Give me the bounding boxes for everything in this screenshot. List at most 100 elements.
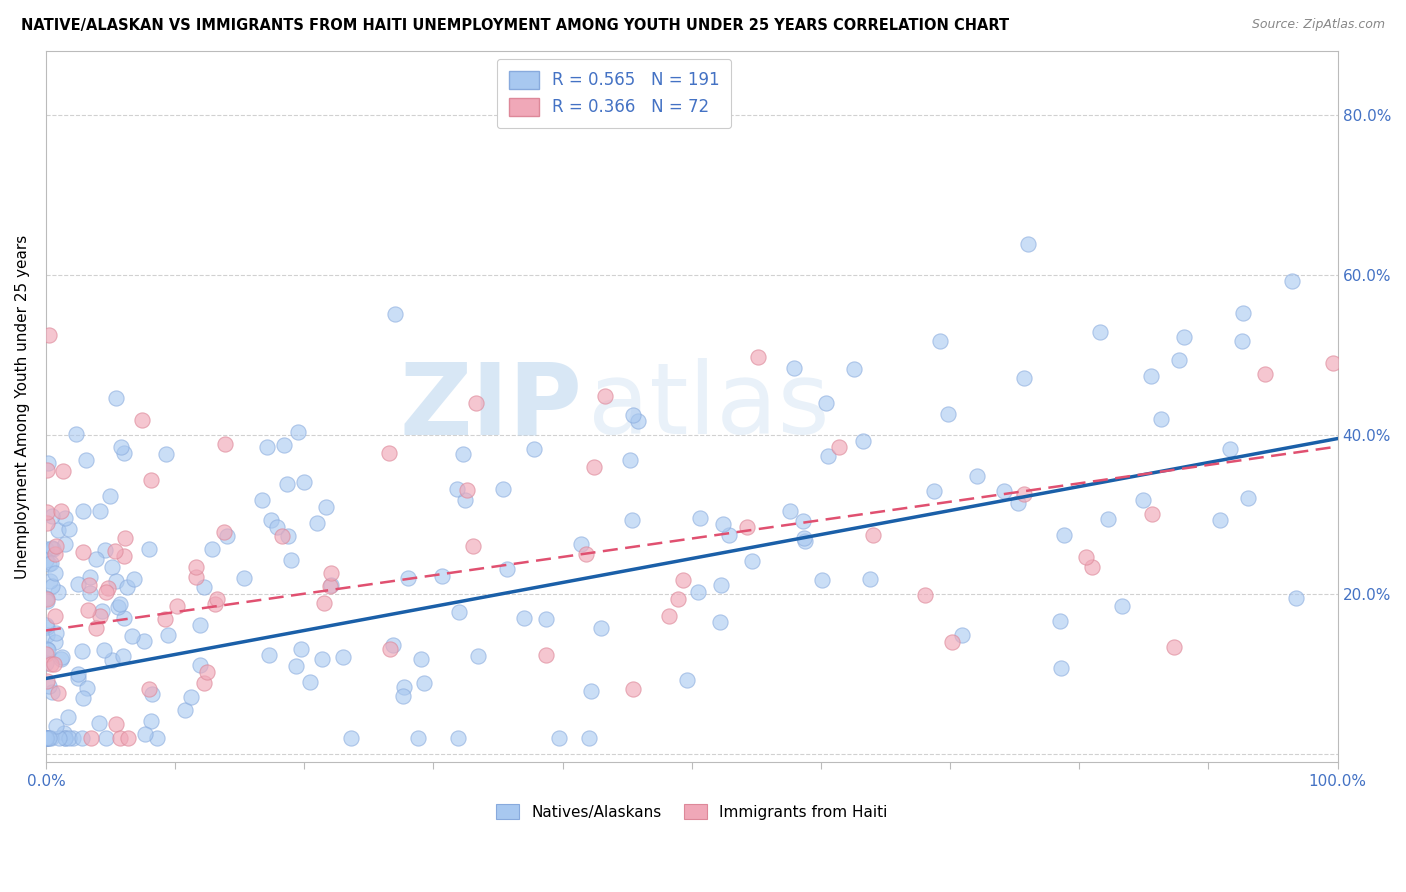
Point	[46, 686, 69, 700]
Point	[141, 473, 163, 487]
Point	[72, 731, 94, 746]
Point	[94, 731, 117, 746]
Point	[810, 573, 832, 587]
Point	[737, 520, 759, 534]
Point	[111, 649, 134, 664]
Point	[936, 407, 959, 421]
Point	[922, 484, 945, 499]
Point	[779, 504, 801, 518]
Point	[37, 457, 59, 471]
Point	[686, 584, 709, 599]
Point	[413, 676, 436, 690]
Point	[456, 483, 478, 497]
Point	[298, 674, 321, 689]
Point	[35, 641, 58, 656]
Point	[852, 434, 875, 448]
Point	[41, 579, 63, 593]
Point	[205, 592, 228, 607]
Point	[384, 307, 406, 321]
Point	[783, 361, 806, 376]
Point	[666, 591, 689, 606]
Point	[56, 710, 79, 724]
Point	[862, 528, 884, 542]
Point	[38, 731, 60, 746]
Point	[87, 716, 110, 731]
Point	[41, 509, 63, 524]
Point	[174, 703, 197, 717]
Point	[37, 731, 59, 746]
Point	[89, 609, 111, 624]
Point	[340, 731, 363, 746]
Point	[1150, 412, 1173, 426]
Point	[70, 644, 93, 658]
Point	[138, 682, 160, 697]
Point	[941, 635, 963, 649]
Point	[45, 539, 67, 553]
Point	[195, 665, 218, 679]
Point	[676, 673, 699, 688]
Point	[117, 580, 139, 594]
Point	[117, 731, 139, 746]
Text: ZIP: ZIP	[399, 358, 582, 455]
Point	[155, 612, 177, 626]
Point	[446, 482, 468, 496]
Point	[35, 463, 58, 477]
Point	[621, 513, 644, 527]
Point	[658, 608, 681, 623]
Point	[114, 531, 136, 545]
Point	[1140, 369, 1163, 384]
Point	[579, 683, 602, 698]
Point	[406, 731, 429, 746]
Point	[35, 594, 58, 608]
Point	[465, 396, 488, 410]
Point	[392, 690, 415, 704]
Point	[204, 598, 226, 612]
Point	[66, 667, 89, 681]
Point	[276, 476, 298, 491]
Point	[277, 529, 299, 543]
Point	[41, 541, 63, 556]
Point	[108, 597, 131, 611]
Point	[89, 504, 111, 518]
Point	[42, 657, 65, 671]
Point	[1209, 513, 1232, 527]
Point	[35, 591, 58, 605]
Point	[44, 547, 66, 561]
Point	[1050, 661, 1073, 675]
Point	[321, 566, 343, 580]
Point	[547, 731, 569, 746]
Point	[35, 731, 58, 746]
Point	[496, 562, 519, 576]
Point	[53, 726, 76, 740]
Point	[84, 552, 107, 566]
Point	[381, 638, 404, 652]
Point	[747, 351, 769, 365]
Point	[188, 618, 211, 632]
Point	[35, 731, 58, 746]
Point	[273, 438, 295, 452]
Point	[193, 580, 215, 594]
Point	[35, 620, 58, 634]
Point	[534, 612, 557, 626]
Point	[38, 557, 60, 571]
Point	[35, 618, 58, 632]
Point	[793, 534, 815, 549]
Point	[79, 578, 101, 592]
Point	[94, 543, 117, 558]
Point	[37, 673, 59, 688]
Point	[1111, 599, 1133, 614]
Point	[51, 652, 73, 666]
Point	[914, 588, 936, 602]
Point	[188, 657, 211, 672]
Point	[711, 516, 734, 531]
Point	[90, 604, 112, 618]
Point	[285, 658, 308, 673]
Point	[859, 573, 882, 587]
Point	[467, 649, 489, 664]
Point	[38, 679, 60, 693]
Point	[105, 717, 128, 731]
Point	[1218, 442, 1240, 456]
Point	[72, 503, 94, 517]
Point	[454, 492, 477, 507]
Text: NATIVE/ALASKAN VS IMMIGRANTS FROM HAITI UNEMPLOYMENT AMONG YOUTH UNDER 25 YEARS : NATIVE/ALASKAN VS IMMIGRANTS FROM HAITI …	[21, 18, 1010, 33]
